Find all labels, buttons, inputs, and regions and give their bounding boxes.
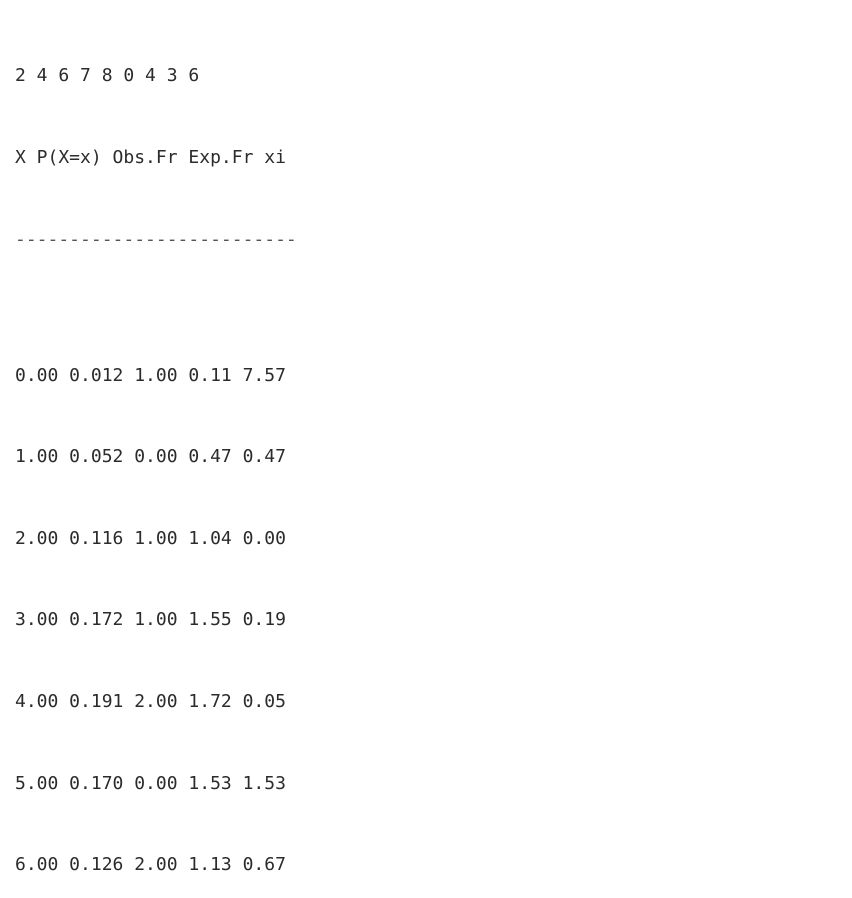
console-output: 2 4 6 7 8 0 4 3 6 X P(X=x) Obs.Fr Exp.Fr… bbox=[15, 8, 687, 898]
table-row: 3.00 0.172 1.00 1.55 0.19 bbox=[15, 609, 286, 631]
table-row: 0.00 0.012 1.00 0.11 7.57 bbox=[15, 364, 286, 386]
table-row: 1.00 0.052 0.00 0.47 0.47 bbox=[15, 446, 286, 468]
table-body: 0.00 0.012 1.00 0.11 7.57 1.00 0.052 0.0… bbox=[15, 307, 687, 898]
table-row: 6.00 0.126 2.00 1.13 0.67 bbox=[15, 854, 286, 876]
table-header: X P(X=x) Obs.Fr Exp.Fr xi bbox=[15, 147, 286, 168]
table-row: 4.00 0.191 2.00 1.72 0.05 bbox=[15, 690, 286, 712]
table-row: 2.00 0.116 1.00 1.04 0.00 bbox=[15, 527, 286, 549]
input-values-line: 2 4 6 7 8 0 4 3 6 bbox=[15, 65, 200, 87]
table-row: 5.00 0.170 0.00 1.53 1.53 bbox=[15, 772, 286, 794]
separator-top: -------------------------- bbox=[15, 228, 297, 250]
